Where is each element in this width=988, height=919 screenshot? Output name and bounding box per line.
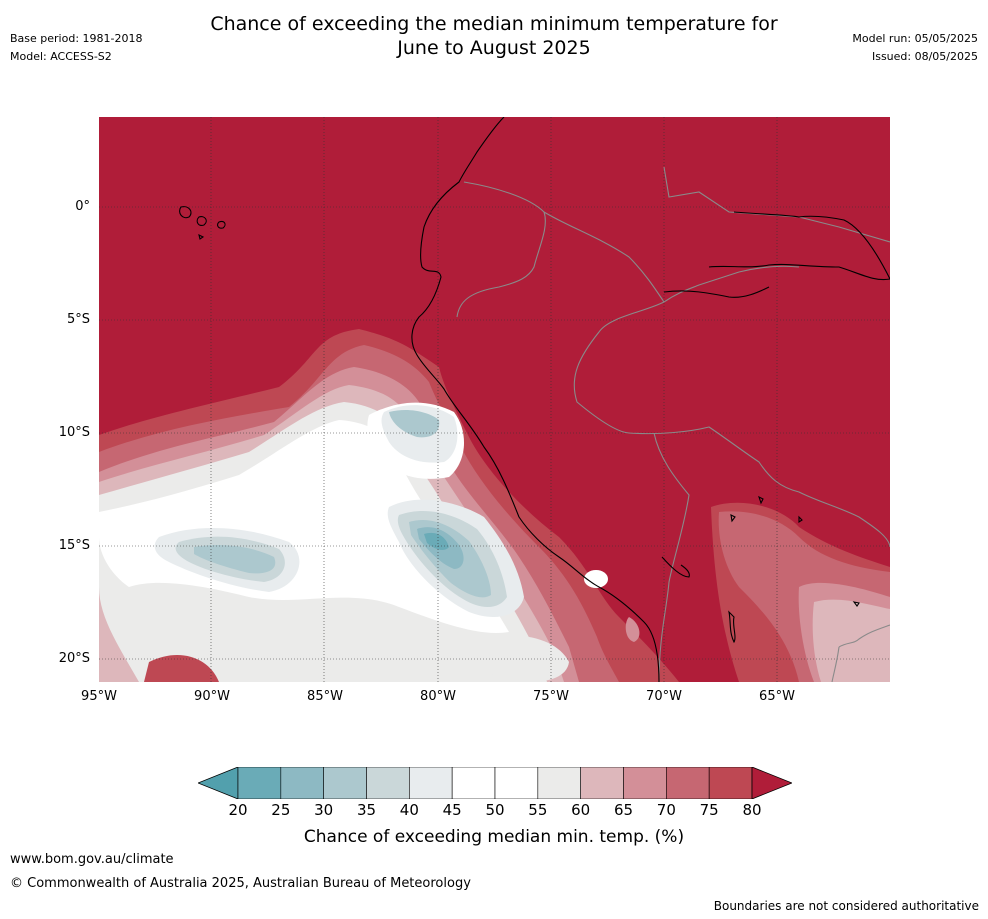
- colorbar-tick-label: 55: [528, 801, 548, 819]
- gridlines: [99, 117, 890, 682]
- colorbar-segment: [708, 766, 753, 800]
- colorbar-segment: [623, 766, 667, 800]
- colorbar-segment: [280, 766, 324, 800]
- title-line-1: Chance of exceeding the median minimum t…: [210, 13, 778, 35]
- lat-label-10s: 10°S: [58, 425, 90, 440]
- colorbar-segment: [451, 766, 496, 800]
- issued-date: Issued: 08/05/2025: [871, 50, 978, 63]
- country-borders: [456, 166, 890, 682]
- lon-label-65w: 65°W: [759, 689, 795, 704]
- colorbar-tick-label: 50: [485, 801, 505, 819]
- map-area: [99, 117, 890, 682]
- lon-label-90w: 90°W: [194, 689, 230, 704]
- lon-label-95w: 95°W: [81, 689, 117, 704]
- colorbar-tick-label: 45: [442, 801, 462, 819]
- colorbar-segment: [323, 766, 367, 800]
- colorbar-tick-label: 75: [699, 801, 719, 819]
- model-run-date: Model run: 05/05/2025: [852, 32, 978, 45]
- colorbar-tick-label: 65: [613, 801, 634, 819]
- colorbar-segment: [409, 766, 453, 800]
- colorbar-tick-label: 60: [571, 801, 591, 819]
- map-canvas: [99, 117, 890, 682]
- lon-label-85w: 85°W: [307, 689, 343, 704]
- colorbar-tick-label: 30: [314, 801, 334, 819]
- lat-label-0: 0°: [75, 199, 90, 214]
- colorbar-segment: [237, 766, 282, 800]
- coastline: [179, 117, 890, 682]
- base-period: Base period: 1981-2018: [10, 32, 143, 45]
- colorbar-label: Chance of exceeding median min. temp. (%…: [303, 827, 685, 847]
- colorbar-tick-label: 35: [356, 801, 377, 819]
- lat-label-20s: 20°S: [58, 651, 90, 666]
- colorbar-under-arrow: [196, 766, 239, 800]
- colorbar-segment: [537, 766, 581, 800]
- colorbar-tick-label: 70: [656, 801, 676, 819]
- colorbar-tick-label: 40: [399, 801, 419, 819]
- colorbar-segment: [366, 766, 410, 800]
- footer-url: www.bom.gov.au/climate: [10, 852, 174, 867]
- lon-label-70w: 70°W: [646, 689, 682, 704]
- colorbar-tick-label: 25: [271, 801, 291, 819]
- metadata-left: Base period: 1981-2018 Model: ACCESS-S2: [10, 30, 142, 66]
- colorbar-tick-label: 80: [742, 801, 762, 819]
- lat-label-15s: 15°S: [58, 538, 90, 553]
- lon-label-75w: 75°W: [533, 689, 569, 704]
- map-title: Chance of exceeding the median minimum t…: [0, 12, 988, 60]
- colorbar-tick-label: 20: [228, 801, 248, 819]
- footer-copyright: © Commonwealth of Australia 2025, Austra…: [10, 876, 471, 891]
- title-line-2: June to August 2025: [397, 37, 591, 59]
- model-name: Model: ACCESS-S2: [10, 50, 112, 63]
- colorbar-ticks: 20 25 30 35 40 45 50 55 60 65 70 75 80: [0, 801, 988, 821]
- colorbar-segment: [666, 766, 710, 800]
- lon-label-80w: 80°W: [420, 689, 456, 704]
- colorbar: [196, 766, 794, 800]
- colorbar-over-arrow: [751, 766, 794, 800]
- metadata-right: Model run: 05/05/2025 Issued: 08/05/2025: [852, 30, 978, 66]
- colorbar-segment: [494, 766, 539, 800]
- footer-boundary-note: Boundaries are not considered authoritat…: [713, 899, 979, 913]
- colorbar-graphic: [196, 766, 794, 800]
- colorbar-segment: [580, 766, 624, 800]
- lat-label-5s: 5°S: [66, 312, 90, 327]
